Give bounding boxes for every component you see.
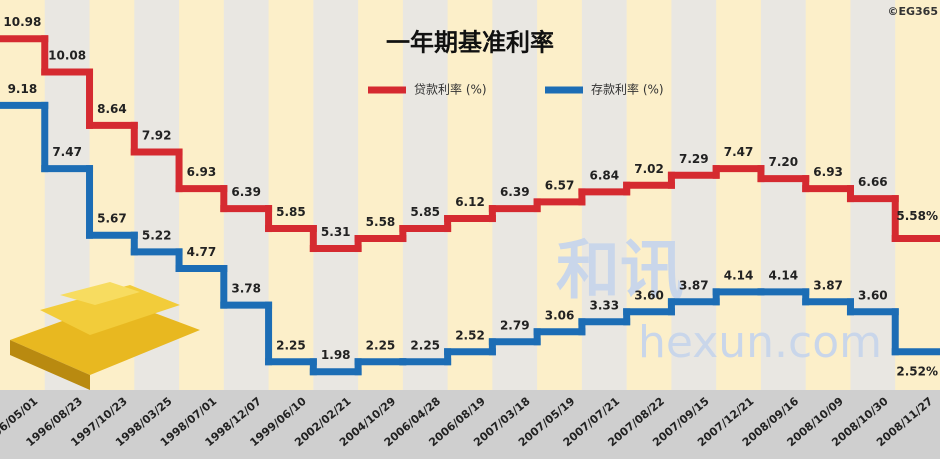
value-label: 6.57 — [545, 178, 575, 192]
stripe — [895, 0, 940, 390]
value-label: 5.22 — [142, 228, 172, 242]
value-label: 8.64 — [97, 102, 127, 116]
value-label: 2.25 — [366, 338, 396, 352]
value-label: 4.14 — [724, 268, 754, 282]
value-label: 5.85 — [410, 205, 440, 219]
value-label: 6.93 — [813, 165, 843, 179]
legend-label: 贷款利率 (%) — [414, 82, 487, 97]
value-label: 3.60 — [858, 288, 888, 302]
value-label: 2.79 — [500, 318, 530, 332]
value-label: 2.52 — [455, 328, 485, 342]
value-label: 3.87 — [679, 278, 709, 292]
value-label: 3.78 — [231, 282, 261, 296]
value-label: 5.85 — [276, 205, 306, 219]
watermark: 和讯 — [556, 235, 684, 309]
value-label: 5.31 — [321, 225, 351, 239]
value-label: 6.12 — [455, 195, 485, 209]
value-label: 5.58% — [896, 209, 938, 223]
watermark: hexun.com — [638, 317, 882, 368]
value-label: 10.98 — [3, 15, 41, 29]
value-label: 10.08 — [48, 49, 86, 63]
stripe — [358, 0, 403, 390]
value-label: 6.66 — [858, 175, 888, 189]
value-label: 1.98 — [321, 348, 351, 362]
value-label: 7.29 — [679, 152, 709, 166]
chart-title: 一年期基准利率 — [386, 28, 554, 57]
value-label: 3.87 — [813, 278, 843, 292]
value-label: 6.39 — [500, 185, 530, 199]
value-label: 3.33 — [589, 298, 619, 312]
value-label: 7.47 — [52, 145, 82, 159]
value-label: 2.52% — [896, 364, 938, 378]
value-label: 7.92 — [142, 128, 172, 142]
value-label: 6.93 — [187, 165, 217, 179]
stripe — [313, 0, 358, 390]
value-label: 7.47 — [724, 145, 754, 159]
stripe — [403, 0, 448, 390]
chart: 和讯 hexun.com 一年期基准利率 ©EG365 贷款利率 (%) 存款利率… — [0, 0, 940, 459]
value-label: 9.18 — [8, 82, 38, 96]
legend-label: 存款利率 (%) — [591, 82, 664, 97]
value-label: 4.77 — [187, 245, 217, 259]
value-label: 7.20 — [769, 155, 799, 169]
value-label: 6.39 — [231, 185, 261, 199]
value-label: 5.58 — [366, 215, 396, 229]
value-label: 4.14 — [769, 268, 799, 282]
stripe — [269, 0, 314, 390]
source: ©EG365 — [887, 5, 938, 18]
value-label: 2.25 — [276, 338, 306, 352]
value-label: 6.84 — [589, 168, 619, 182]
value-label: 3.60 — [634, 288, 664, 302]
value-label: 2.25 — [410, 338, 440, 352]
value-label: 5.67 — [97, 212, 127, 226]
value-label: 3.06 — [545, 308, 575, 322]
value-label: 7.02 — [634, 162, 664, 176]
